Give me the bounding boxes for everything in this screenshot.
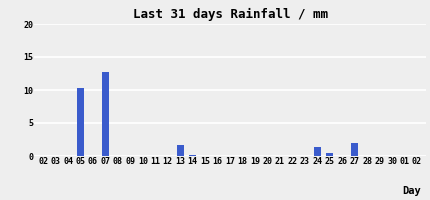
Title: Last 31 days Rainfall / mm: Last 31 days Rainfall / mm <box>132 8 328 21</box>
Bar <box>351 143 358 156</box>
Bar <box>326 153 333 156</box>
Text: Day: Day <box>402 186 421 196</box>
Bar <box>77 88 84 156</box>
Bar <box>314 147 321 156</box>
Bar <box>189 155 196 156</box>
Bar <box>177 145 184 156</box>
Bar <box>102 72 109 156</box>
